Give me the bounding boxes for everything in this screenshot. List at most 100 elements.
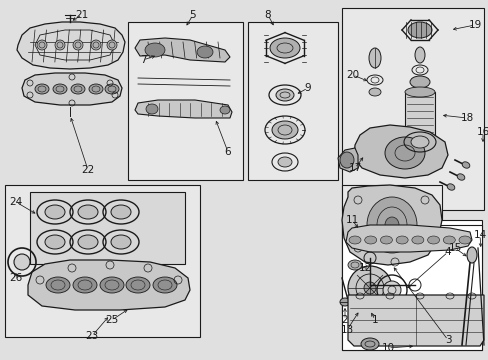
Text: 17: 17 [347, 163, 361, 173]
Text: 14: 14 [472, 230, 486, 240]
Ellipse shape [382, 281, 400, 299]
Ellipse shape [427, 236, 439, 244]
Ellipse shape [364, 236, 376, 244]
Ellipse shape [78, 205, 98, 219]
Ellipse shape [53, 84, 67, 94]
Text: 19: 19 [468, 20, 481, 30]
Text: 5: 5 [189, 10, 196, 20]
Ellipse shape [384, 137, 424, 169]
Text: 26: 26 [9, 273, 22, 283]
Ellipse shape [278, 157, 291, 167]
Polygon shape [22, 73, 122, 105]
Ellipse shape [73, 277, 97, 293]
Polygon shape [135, 38, 229, 62]
Ellipse shape [339, 298, 349, 306]
Ellipse shape [37, 40, 47, 50]
Ellipse shape [404, 87, 434, 97]
Polygon shape [135, 100, 231, 118]
Text: 22: 22 [81, 165, 95, 175]
Ellipse shape [458, 236, 470, 244]
Ellipse shape [73, 40, 83, 50]
Text: 20: 20 [346, 70, 359, 80]
Bar [30, 192, 184, 264]
Ellipse shape [409, 76, 429, 88]
Text: 11: 11 [345, 215, 358, 225]
Ellipse shape [368, 48, 380, 68]
Bar [341, 8, 483, 210]
Bar [404, 92, 434, 137]
Bar [341, 220, 481, 350]
Bar [341, 185, 441, 313]
Ellipse shape [275, 89, 293, 101]
Polygon shape [28, 260, 190, 310]
Ellipse shape [407, 22, 431, 38]
Ellipse shape [414, 47, 424, 63]
Ellipse shape [89, 84, 103, 94]
Ellipse shape [360, 338, 378, 350]
Ellipse shape [111, 205, 131, 219]
Ellipse shape [348, 236, 360, 244]
Ellipse shape [220, 106, 229, 114]
Text: 1: 1 [371, 315, 378, 325]
Ellipse shape [126, 277, 150, 293]
Text: 18: 18 [459, 113, 473, 123]
Ellipse shape [105, 84, 119, 94]
Polygon shape [17, 22, 125, 69]
Polygon shape [347, 295, 483, 346]
Bar [341, 225, 481, 350]
Ellipse shape [368, 88, 380, 96]
Ellipse shape [366, 197, 416, 253]
Text: 13: 13 [340, 325, 353, 335]
Text: 21: 21 [75, 10, 88, 20]
Text: 8: 8 [264, 10, 271, 20]
Ellipse shape [78, 235, 98, 249]
Ellipse shape [107, 40, 117, 50]
Text: 25: 25 [105, 315, 119, 325]
Ellipse shape [395, 236, 407, 244]
Bar [5, 185, 200, 337]
Ellipse shape [145, 43, 164, 57]
Ellipse shape [404, 132, 434, 142]
Polygon shape [337, 148, 357, 172]
Bar [128, 22, 243, 180]
Ellipse shape [71, 84, 85, 94]
Ellipse shape [45, 235, 65, 249]
Ellipse shape [153, 277, 177, 293]
Ellipse shape [363, 282, 375, 294]
Text: 7: 7 [140, 55, 146, 65]
Polygon shape [341, 185, 441, 265]
Text: 9: 9 [304, 83, 311, 93]
Text: 2: 2 [341, 315, 347, 325]
Ellipse shape [443, 236, 454, 244]
Text: 4: 4 [444, 247, 450, 257]
Ellipse shape [111, 235, 131, 249]
Text: 23: 23 [85, 331, 99, 341]
Ellipse shape [339, 152, 353, 168]
Ellipse shape [100, 277, 124, 293]
Ellipse shape [146, 104, 158, 114]
Text: 24: 24 [9, 197, 22, 207]
Ellipse shape [384, 217, 398, 233]
Ellipse shape [456, 174, 464, 180]
Ellipse shape [411, 236, 423, 244]
Ellipse shape [55, 40, 65, 50]
Ellipse shape [446, 184, 454, 190]
Text: 12: 12 [358, 263, 371, 273]
Text: 15: 15 [447, 243, 461, 253]
Ellipse shape [461, 162, 469, 168]
Ellipse shape [347, 266, 391, 310]
Text: 3: 3 [444, 335, 450, 345]
Ellipse shape [410, 136, 428, 148]
Ellipse shape [35, 84, 49, 94]
Ellipse shape [46, 277, 70, 293]
Ellipse shape [197, 46, 213, 58]
Polygon shape [346, 225, 471, 252]
Bar [247, 22, 337, 180]
Text: 16: 16 [475, 127, 488, 137]
Ellipse shape [347, 260, 361, 270]
Text: 10: 10 [381, 343, 394, 353]
Ellipse shape [269, 38, 299, 58]
Ellipse shape [45, 205, 65, 219]
Ellipse shape [91, 40, 101, 50]
Ellipse shape [380, 236, 392, 244]
